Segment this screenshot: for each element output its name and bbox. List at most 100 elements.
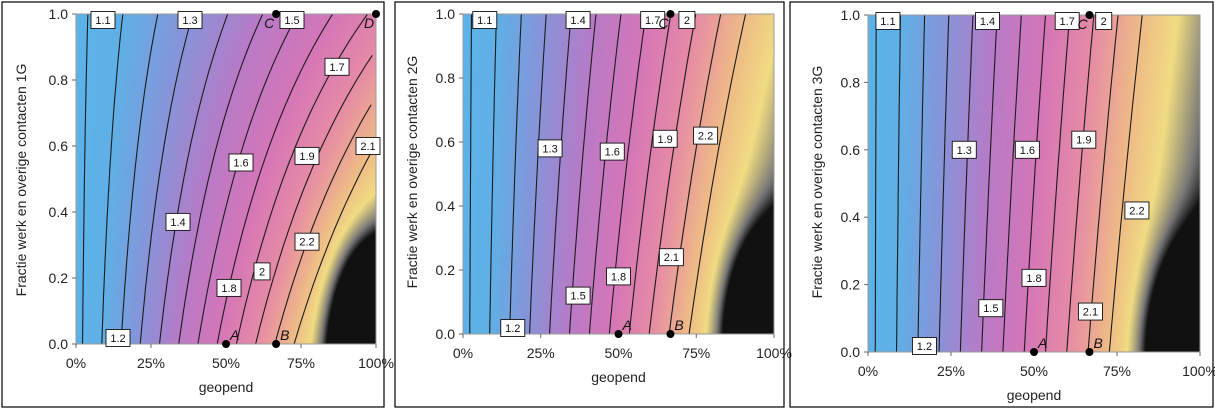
y-tick-label: 1.0: [436, 6, 456, 22]
contour-label-text: 1.3: [182, 15, 197, 27]
contour-label-text: 1.1: [477, 15, 492, 27]
contour-label: 1.2: [105, 329, 131, 347]
contour-label-text: 1.8: [1026, 273, 1041, 285]
contour-label-box: [640, 11, 666, 29]
contour-label-text: 2.2: [299, 237, 314, 249]
y-tick-label: 0.2: [841, 277, 861, 293]
x-tick-label: 100%: [1182, 363, 1215, 379]
x-tick-label: 0%: [66, 355, 86, 371]
contour-label-text: 2.1: [360, 141, 375, 153]
x-tick-label: 25%: [937, 363, 965, 379]
contour-label: 1.3: [537, 139, 563, 158]
marker-point-C: [1085, 11, 1094, 19]
marker-label-A: A: [1037, 335, 1047, 351]
marker-point-A: [614, 330, 623, 338]
x-tick-label: 25%: [527, 345, 555, 361]
x-axis-title: geopend: [591, 369, 646, 385]
contour-line-2: [1066, 14, 1095, 353]
y-axis-title: Fractie werk en overige contacten 2G: [404, 56, 420, 289]
contour-label: 1.8: [216, 278, 242, 297]
x-tick-label: 50%: [212, 355, 240, 371]
contour-line-1.8: [1023, 14, 1047, 353]
chart-panel-1: 0% 25% 50% 75% 100% 0.0 0.2 0.4 0.6 0.8 1.0 geopend…: [1, 1, 394, 408]
marker-label-A: A: [622, 317, 632, 333]
contour-label-text: 1.2: [110, 333, 125, 345]
contour-label-box: [693, 126, 719, 145]
marker-point-B: [272, 340, 281, 348]
marker-point-B: [666, 330, 675, 338]
x-axis-title: geopend: [1007, 387, 1062, 403]
marker-point-A: [222, 340, 230, 348]
contour-label: 2: [1095, 12, 1113, 30]
contour-line-2.2: [688, 13, 747, 335]
contour-line-1.6: [178, 13, 264, 345]
y-axis-title: Fractie werk en overige contacten 3G: [809, 66, 825, 299]
y-tick-label: 0.6: [49, 138, 69, 154]
marker-point-A: [1030, 348, 1038, 356]
contour-label-box: [216, 278, 242, 297]
y-tick-label: 1.0: [841, 7, 861, 23]
contour-label-box: [1021, 268, 1047, 287]
x-axis-title: geopend: [199, 379, 254, 395]
y-tick-label: 1.0: [49, 6, 69, 22]
contour-line-2: [255, 54, 373, 345]
contour-label: 1.6: [228, 153, 254, 172]
contour-label-box: [975, 12, 1000, 30]
contour-line-1.4: [938, 14, 950, 353]
x-tick-label: 75%: [682, 345, 710, 361]
contour-label-box: [978, 299, 1004, 318]
contour-label-box: [1124, 201, 1150, 220]
contour-label-text: 1.7: [1060, 16, 1075, 28]
contour-line-1.7: [588, 13, 622, 335]
contour-label-box: [228, 153, 254, 172]
contour-line-1.5: [548, 13, 572, 335]
contour-line-1.3: [917, 14, 926, 353]
contour-label-text: 1.4: [980, 16, 995, 28]
contour-line-1.6: [981, 14, 998, 353]
contour-line-1.3: [120, 13, 159, 345]
contour-label: 1.1: [472, 11, 498, 29]
contour-label: 1.5: [279, 11, 305, 29]
contour-label-box: [105, 329, 131, 347]
x-tick-label: 75%: [287, 355, 315, 371]
contour-label: 1.5: [565, 286, 591, 305]
contour-label-box: [253, 262, 271, 281]
contour-label-box: [951, 140, 977, 159]
contour-line-1.6: [568, 13, 597, 335]
contour-label: 2.1: [658, 248, 684, 267]
contour-label: 1.6: [599, 142, 625, 161]
contour-label: 1.9: [294, 146, 320, 165]
y-tick-label: 0.2: [436, 262, 456, 278]
x-tick-label: 100%: [358, 355, 394, 371]
contour-label-box: [1077, 302, 1103, 321]
contour-label-text: 1.8: [611, 271, 626, 283]
contour-label: 1.3: [951, 140, 977, 159]
marker-label-C: C: [264, 15, 275, 31]
contour-label: 1.7: [640, 11, 666, 29]
contour-label-box: [500, 319, 526, 337]
contour-label: 2: [678, 11, 696, 29]
contour-label-text: 1.5: [570, 291, 585, 303]
x-tick-label: 100%: [756, 345, 792, 361]
contour-label: 1.8: [606, 267, 631, 286]
contour-label-box: [1095, 12, 1113, 30]
marker-label-D: D: [364, 15, 374, 31]
contour-label-box: [911, 337, 937, 355]
y-tick-label: 0.6: [436, 134, 456, 150]
contour-line-1.7: [197, 13, 299, 345]
contour-label-box: [279, 11, 305, 29]
x-tick-label: 0%: [453, 345, 473, 361]
contour-label-text: 2.1: [664, 252, 679, 264]
contour-line-2.2: [293, 145, 376, 345]
contour-line-1.5: [959, 14, 974, 353]
contour-label-box: [652, 129, 678, 148]
contour-line-1.4: [529, 13, 547, 335]
contour-label: 1.2: [500, 319, 526, 337]
contour-label-box: [658, 248, 684, 267]
contour-label: 2.1: [355, 137, 381, 155]
contour-label-box: [1014, 140, 1040, 159]
y-tick-label: 0.8: [49, 72, 69, 88]
contour-label-text: 2.1: [1083, 307, 1098, 319]
contour-label: 1.4: [165, 212, 191, 231]
contour-line-2: [648, 13, 697, 335]
